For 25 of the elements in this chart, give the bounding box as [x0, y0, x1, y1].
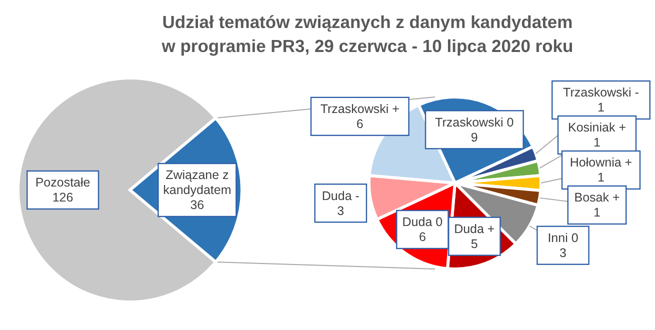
slice-label: Inni 0 — [548, 231, 578, 246]
slice-label: Hołownia + — [570, 156, 632, 170]
data-label: 1 — [594, 136, 601, 150]
data-label: 6 — [418, 230, 426, 244]
data-label: 36 — [190, 198, 204, 212]
data-label: 9 — [470, 130, 478, 144]
data-label: 126 — [52, 190, 74, 205]
slice-label: Trzaskowski - — [563, 86, 639, 100]
slice-label: Bosak + — [574, 190, 620, 205]
slice-label: Kosiniak + — [568, 120, 626, 135]
slice-label: Duda 0 — [402, 215, 443, 230]
text: Udział tematów związanych z danym kandydatem w programie PR3, 29 czerwca - 10 lipca 2020 roku — [160, 12, 574, 56]
data-label: 1 — [594, 206, 601, 220]
slice-label: Trzaskowski + — [320, 102, 400, 116]
slice-label: Trzaskowski 0 — [435, 115, 514, 130]
slice-label: Pozostałe — [35, 176, 90, 190]
slice-label: Duda - — [322, 188, 360, 203]
data-label: 6 — [356, 117, 364, 132]
slice-label: Związane z kandydatem — [163, 168, 232, 198]
slice-label: Duda + — [454, 222, 495, 236]
data-label: 1 — [598, 170, 605, 185]
data-label: 3 — [560, 246, 567, 260]
data-label: 1 — [598, 100, 605, 115]
data-label: 3 — [337, 204, 344, 218]
data-label: 5 — [470, 237, 478, 252]
